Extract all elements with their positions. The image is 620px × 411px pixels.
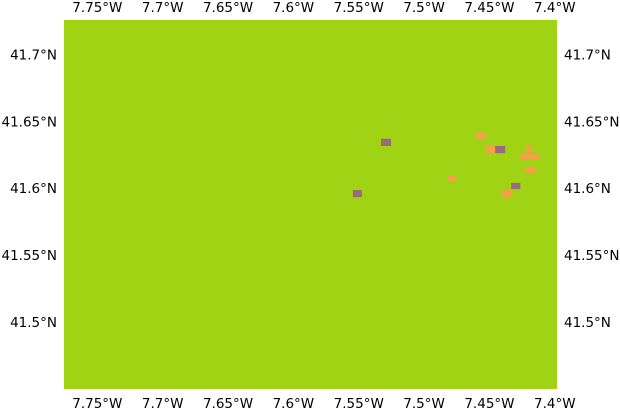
longitude-label-bottom: 7.7°W — [142, 396, 184, 411]
map-area — [64, 20, 557, 389]
land-cover-patch-purple — [352, 190, 362, 198]
longitude-label-top: 7.7°W — [142, 0, 184, 16]
latitude-label-left: 41.7°N — [10, 48, 57, 64]
land-cover-patch-orange — [526, 145, 533, 153]
latitude-label-left: 41.65°N — [2, 114, 58, 130]
land-cover-patch-purple — [495, 145, 506, 154]
longitude-label-top: 7.65°W — [203, 0, 253, 16]
longitude-label-bottom: 7.75°W — [72, 396, 122, 411]
latitude-label-right: 41.6°N — [564, 181, 611, 197]
land-cover-patch-orange — [476, 132, 487, 140]
latitude-label-left: 41.55°N — [2, 248, 58, 264]
land-cover-patch-purple — [380, 138, 392, 146]
latitude-label-right: 41.7°N — [564, 48, 611, 64]
latitude-label-right: 41.65°N — [564, 114, 620, 130]
latitude-label-left: 41.5°N — [10, 315, 57, 331]
longitude-label-top: 7.75°W — [72, 0, 122, 16]
longitude-label-bottom: 7.45°W — [464, 396, 514, 411]
longitude-label-top: 7.5°W — [403, 0, 445, 16]
latitude-label-right: 41.55°N — [564, 248, 620, 264]
land-cover-background — [64, 20, 557, 389]
longitude-label-top: 7.4°W — [534, 0, 576, 16]
longitude-label-bottom: 7.55°W — [334, 396, 384, 411]
longitude-label-top: 7.55°W — [334, 0, 384, 16]
longitude-label-bottom: 7.5°W — [403, 396, 445, 411]
land-cover-patch-orange — [502, 190, 513, 198]
longitude-label-top: 7.45°W — [464, 0, 514, 16]
latitude-label-left: 41.6°N — [10, 181, 57, 197]
longitude-label-bottom: 7.6°W — [273, 396, 315, 411]
land-cover-patch-orange — [525, 166, 536, 173]
land-cover-patch-orange — [448, 175, 457, 182]
longitude-label-top: 7.6°W — [273, 0, 315, 16]
land-cover-patch-purple — [511, 182, 521, 190]
land-cover-patch-orange — [486, 145, 497, 154]
longitude-label-bottom: 7.4°W — [534, 396, 576, 411]
land-cover-patch-orange — [520, 153, 540, 160]
land-cover-patches — [352, 132, 540, 198]
latitude-label-right: 41.5°N — [564, 315, 611, 331]
longitude-label-bottom: 7.65°W — [203, 396, 253, 411]
